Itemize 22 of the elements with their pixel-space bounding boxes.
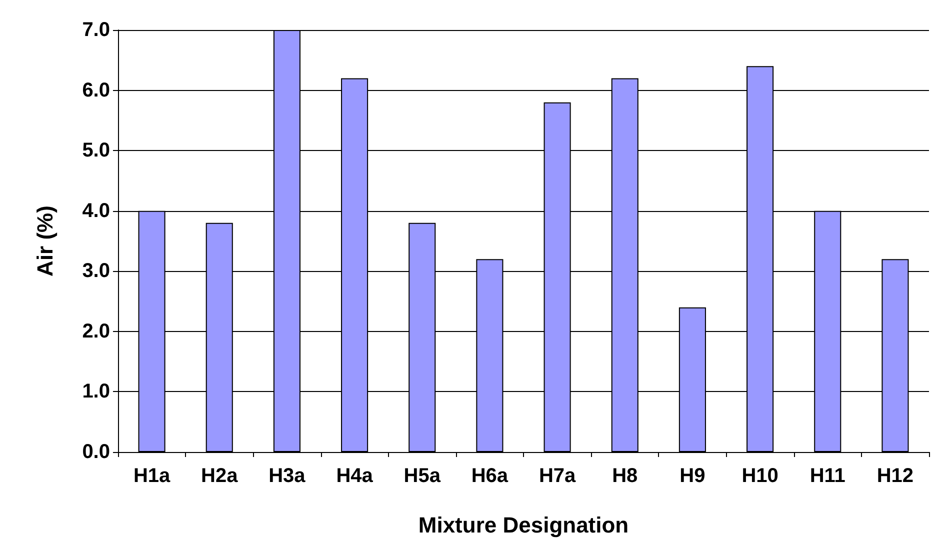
x-tick-label: H5a [404,465,442,487]
x-tick-label: H8 [612,465,638,487]
x-axis-title: Mixture Designation [418,512,629,538]
x-tick-label: H2a [201,465,239,487]
y-tick-label: 1.0 [82,380,110,403]
x-tick-label: H9 [680,465,706,487]
y-tick-label: 7.0 [82,19,110,41]
x-tick-label: H7a [538,465,577,487]
x-tick-label: H6a [471,465,509,487]
y-tick-label: 3.0 [82,260,110,282]
y-tick-label: 6.0 [82,79,110,102]
x-tick-label: H4a [336,465,374,487]
y-axis-title: Air (%) [32,206,58,276]
x-tick-label: H3a [268,465,306,487]
y-tick-label: 2.0 [82,320,110,342]
x-tick-label: H1a [133,465,172,487]
y-tick-label: 0.0 [82,441,110,463]
x-tick-label: H12 [876,465,914,487]
y-tick-label: 4.0 [82,200,110,222]
y-tick-label: 5.0 [82,140,110,162]
x-tick-label: H11 [810,465,846,487]
x-tick-label: H10 [742,465,778,487]
